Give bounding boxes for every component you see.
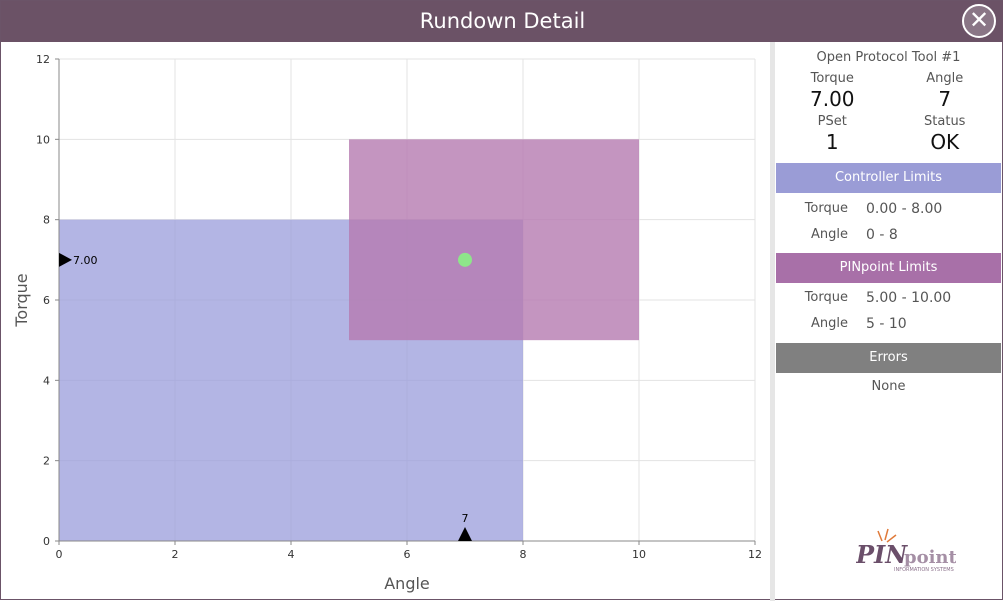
errors-header: Errors xyxy=(776,343,1001,373)
controller-angle-range: 0 - 8 xyxy=(866,227,898,243)
tool-name: Open Protocol Tool #1 xyxy=(816,50,961,65)
x-tick-label: 4 xyxy=(288,548,295,561)
torque-value: 7.00 xyxy=(809,87,855,111)
controller-limits-header: Controller Limits xyxy=(776,163,1001,193)
pinpoint-torque-label: Torque xyxy=(804,290,848,305)
x-tick-label: 0 xyxy=(56,548,63,561)
svg-text:point: point xyxy=(904,547,956,568)
angle-marker-label: 7 xyxy=(462,512,469,525)
y-tick-label: 6 xyxy=(43,294,50,307)
torque-marker-label: 7.00 xyxy=(73,254,98,267)
y-tick-label: 0 xyxy=(43,535,50,548)
y-tick-label: 8 xyxy=(43,214,50,227)
pinpoint-limits-header: PINpoint Limits xyxy=(776,253,1001,283)
x-axis-label: Angle xyxy=(384,574,430,593)
angle-marker-icon xyxy=(458,527,472,541)
data-point xyxy=(458,252,472,267)
controller-torque-range: 0.00 - 8.00 xyxy=(866,201,943,217)
pinpoint-torque-range: 5.00 - 10.00 xyxy=(866,290,952,306)
divider xyxy=(770,42,775,601)
svg-text:PIN: PIN xyxy=(856,540,908,569)
pinpoint-angle-label: Angle xyxy=(811,316,848,331)
x-tick-label: 12 xyxy=(748,548,762,561)
pset-label: PSet xyxy=(817,114,847,129)
torque-marker-icon xyxy=(59,252,72,267)
pinpoint-logo: PIN point INFORMATION SYSTEMS xyxy=(856,528,956,573)
angle-label: Angle xyxy=(926,71,964,86)
svg-text:INFORMATION SYSTEMS: INFORMATION SYSTEMS xyxy=(894,567,954,573)
status-value: OK xyxy=(930,130,960,154)
window-title: Rundown Detail xyxy=(419,9,586,33)
x-tick-label: 2 xyxy=(172,548,179,561)
errors-value: None xyxy=(871,379,906,394)
controller-torque-label: Torque xyxy=(804,201,848,216)
torque-label: Torque xyxy=(810,71,854,86)
y-tick-label: 4 xyxy=(43,374,50,387)
pinpoint-limits-region xyxy=(349,139,639,341)
rundown-chart: 0 2 4 6 8 10 12 0 2 4 6 8 10 12 7.00 7 Angle Torque xyxy=(12,53,762,593)
x-tick-label: 8 xyxy=(520,548,527,561)
y-tick-label: 12 xyxy=(36,53,50,66)
angle-value: 7 xyxy=(938,87,952,111)
x-tick-label: 6 xyxy=(404,548,411,561)
x-tick-label: 10 xyxy=(632,548,646,561)
status-label: Status xyxy=(924,114,966,129)
close-icon[interactable]: ✕ xyxy=(962,4,996,38)
y-tick-label: 10 xyxy=(36,133,50,146)
pinpoint-angle-range: 5 - 10 xyxy=(866,316,907,332)
y-axis-label: Torque xyxy=(12,273,31,327)
pset-value: 1 xyxy=(825,130,839,154)
controller-angle-label: Angle xyxy=(811,227,848,242)
detail-panel: Open Protocol Tool #1 Torque 7.00 Angle 7 … xyxy=(776,42,1001,601)
y-tick-label: 2 xyxy=(43,455,50,468)
title-bar: Rundown Detail ✕ xyxy=(1,1,1003,42)
